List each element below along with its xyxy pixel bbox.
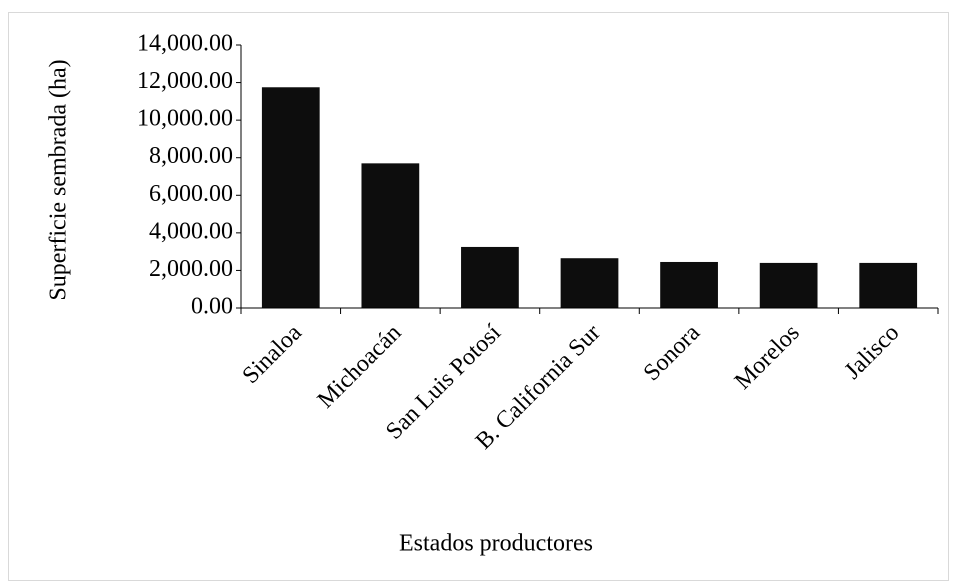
y-tick-label: 4,000.00 bbox=[149, 218, 233, 244]
y-tick-label: 14,000.00 bbox=[137, 31, 233, 57]
bar bbox=[361, 163, 420, 308]
y-axis-label: Superficie sembrada (ha) bbox=[46, 59, 72, 300]
bar bbox=[461, 246, 519, 308]
y-tick-label: 0.00 bbox=[191, 294, 233, 320]
bar bbox=[759, 262, 818, 308]
y-tick-label: 12,000.00 bbox=[137, 68, 233, 94]
bar bbox=[261, 87, 320, 309]
y-tick-label: 10,000.00 bbox=[137, 106, 233, 132]
bar bbox=[660, 261, 718, 308]
bar bbox=[560, 258, 619, 308]
y-tick-label: 2,000.00 bbox=[149, 256, 233, 282]
y-tick-label: 8,000.00 bbox=[149, 143, 233, 169]
y-tick-label: 6,000.00 bbox=[149, 181, 233, 207]
bar bbox=[859, 262, 918, 308]
x-axis-label: Estados productores bbox=[399, 531, 593, 557]
